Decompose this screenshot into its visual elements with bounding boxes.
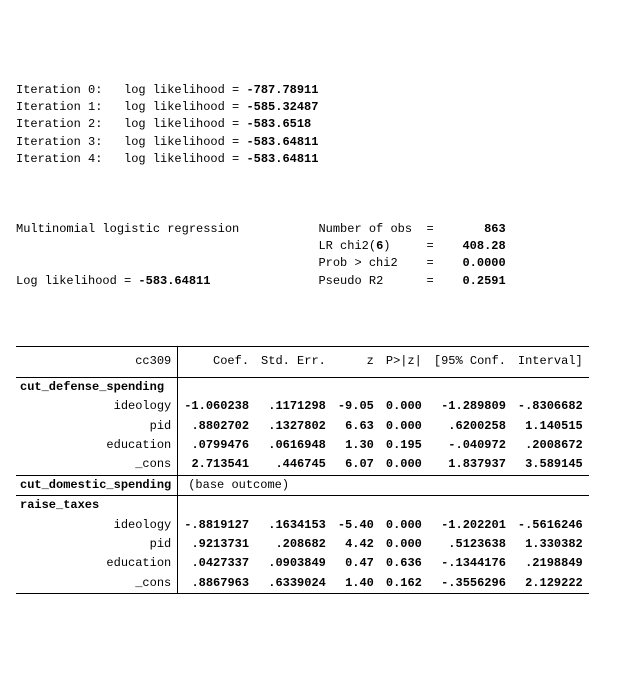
ci-high: .2008672 [512,436,589,455]
coef-row: pid.8802702.13278026.630.000.62002581.14… [16,417,589,436]
coef-row: education.0799476.06169481.300.195-.0409… [16,436,589,455]
coef-row: _cons.8867963.63390241.400.162-.35562962… [16,574,589,594]
ci-low: -.3556296 [428,574,512,594]
coefficients-table: cc309Coef.Std. Err.zP>|z|[95% Conf.Inter… [16,346,589,594]
pvalue: 0.000 [380,417,428,436]
stderr: .208682 [255,535,332,554]
iteration-log: Iteration 0: log likelihood = -787.78911… [16,82,610,169]
ci-high: 3.589145 [512,455,589,475]
col-header: Coef. [178,347,255,377]
var-name: education [16,436,178,455]
var-name: education [16,554,178,573]
ci-low: 1.837937 [428,455,512,475]
coef: -1.060238 [178,397,255,416]
stderr: .0903849 [255,554,332,573]
ci-low: -1.289809 [428,397,512,416]
stderr: .1634153 [255,516,332,535]
var-name: pid [16,417,178,436]
coef-row: ideology-.8819127.1634153-5.400.000-1.20… [16,516,589,535]
z: 4.42 [332,535,380,554]
pvalue: 0.000 [380,535,428,554]
coef: -.8819127 [178,516,255,535]
pvalue: 0.000 [380,455,428,475]
ci-high: .2198849 [512,554,589,573]
stderr: .446745 [255,455,332,475]
pvalue: 0.162 [380,574,428,594]
z: 1.30 [332,436,380,455]
coef: .0427337 [178,554,255,573]
coef: .8802702 [178,417,255,436]
var-name: _cons [16,455,178,475]
ci-low: .6200258 [428,417,512,436]
var-name: _cons [16,574,178,594]
coef-row: education.0427337.09038490.470.636-.1344… [16,554,589,573]
ci-high: -.8306682 [512,397,589,416]
z: -9.05 [332,397,380,416]
ci-high: 1.330382 [512,535,589,554]
ci-low: -1.202201 [428,516,512,535]
outcome-group: cut_defense_spending [16,377,178,397]
z: 1.40 [332,574,380,594]
col-header: Std. Err. [255,347,332,377]
z: 6.07 [332,455,380,475]
ci-high: -.5616246 [512,516,589,535]
depvar-header: cc309 [16,347,178,377]
stderr: .6339024 [255,574,332,594]
coef: .0799476 [178,436,255,455]
pvalue: 0.000 [380,397,428,416]
ci-low: .5123638 [428,535,512,554]
stderr: .1171298 [255,397,332,416]
pvalue: 0.195 [380,436,428,455]
z: -5.40 [332,516,380,535]
outcome-group: raise_taxes [16,496,178,516]
pvalue: 0.636 [380,554,428,573]
coef: .9213731 [178,535,255,554]
col-header: [95% Conf. [428,347,512,377]
stderr: .0616948 [255,436,332,455]
col-header: Interval] [512,347,589,377]
col-header: P>|z| [380,347,428,377]
var-name: pid [16,535,178,554]
coef: 2.713541 [178,455,255,475]
coef-row: _cons2.713541.4467456.070.0001.8379373.5… [16,455,589,475]
pvalue: 0.000 [380,516,428,535]
outcome-group: cut_domestic_spending [16,475,178,495]
var-name: ideology [16,516,178,535]
var-name: ideology [16,397,178,416]
z: 0.47 [332,554,380,573]
col-header: z [332,347,380,377]
ci-low: -.1344176 [428,554,512,573]
ci-high: 2.129222 [512,574,589,594]
coef-row: ideology-1.060238.1171298-9.050.000-1.28… [16,397,589,416]
base-outcome-note: (base outcome) [178,475,589,495]
coef: .8867963 [178,574,255,594]
ci-low: -.040972 [428,436,512,455]
coef-row: pid.9213731.2086824.420.000.51236381.330… [16,535,589,554]
stderr: .1327802 [255,417,332,436]
ci-high: 1.140515 [512,417,589,436]
model-header: Multinomial logistic regression Number o… [16,221,610,291]
z: 6.63 [332,417,380,436]
